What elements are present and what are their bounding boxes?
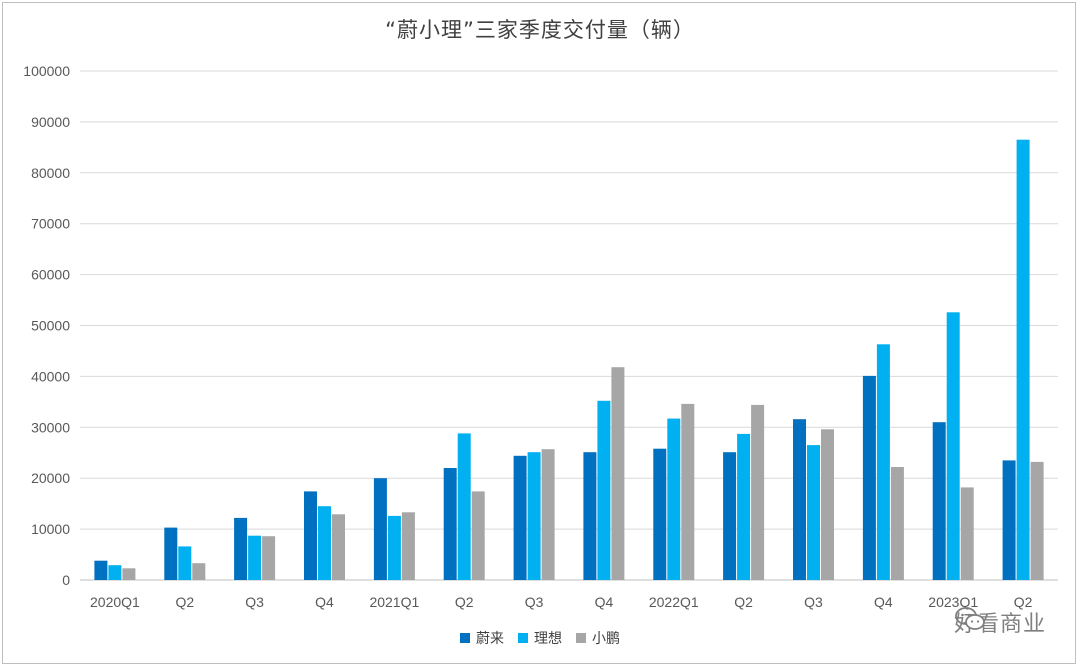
bar-小鹏-4 [401, 512, 415, 580]
bar-小鹏-10 [821, 429, 834, 580]
wechat-icon [955, 607, 985, 630]
bar-蔚来-2 [234, 517, 248, 580]
y-tick-label: 50000 [31, 318, 70, 334]
bar-蔚来-10 [793, 419, 806, 580]
x-tick-label: Q2 [1014, 594, 1033, 610]
bar-蔚来-11 [862, 375, 876, 580]
bar-理想-4 [387, 515, 401, 580]
x-tick-label: Q3 [804, 594, 823, 610]
bar-小鹏-8 [681, 403, 695, 580]
x-tick-label: Q2 [734, 594, 753, 610]
chart-title: “蔚小理”三家季度交付量（辆） [385, 18, 695, 42]
legend-item: 蔚来 [460, 628, 504, 648]
x-tick-label: 2020Q1 [90, 594, 140, 610]
bar-蔚来-7 [583, 452, 597, 580]
bar-理想-3 [318, 506, 331, 580]
bar-蔚来-4 [373, 478, 387, 580]
y-tick-label: 70000 [31, 216, 70, 232]
bar-理想-6 [527, 452, 541, 580]
bar-蔚来-6 [513, 455, 527, 580]
legend-item: 小鹏 [576, 628, 620, 648]
legend-item: 理想 [518, 628, 562, 648]
bar-小鹏-3 [332, 514, 345, 580]
bar-蔚来-0 [94, 560, 108, 580]
legend-swatch [518, 633, 528, 643]
y-tick-label: 10000 [31, 521, 70, 537]
x-tick-label: Q4 [874, 594, 893, 610]
y-tick-label: 30000 [31, 419, 70, 435]
bar-小鹏-9 [751, 404, 765, 580]
x-tick-label: 2023Q1 [928, 594, 978, 610]
bar-小鹏-7 [611, 367, 625, 580]
bar-蔚来-1 [164, 527, 178, 580]
bar-小鹏-2 [262, 536, 276, 580]
bar-理想-1 [178, 546, 192, 580]
bar-理想-13 [1016, 139, 1030, 580]
legend: 蔚来 理想 小鹏 [0, 628, 1080, 648]
y-tick-label: 90000 [31, 114, 70, 130]
bar-理想-7 [597, 400, 611, 580]
bar-蔚来-12 [932, 422, 946, 580]
y-tick-label: 60000 [31, 267, 70, 283]
y-tick-label: 0 [62, 572, 70, 588]
y-tick-label: 40000 [31, 368, 70, 384]
bar-理想-9 [737, 433, 751, 580]
bar-理想-2 [248, 535, 262, 580]
bar-理想-0 [108, 565, 122, 580]
bar-小鹏-13 [1030, 461, 1044, 580]
x-tick-label: 2022Q1 [649, 594, 699, 610]
bar-理想-12 [946, 312, 960, 580]
bar-理想-5 [457, 433, 471, 580]
x-tick-label: 2021Q1 [369, 594, 419, 610]
bar-小鹏-6 [541, 449, 555, 580]
bar-理想-10 [807, 445, 820, 580]
y-tick-label: 100000 [23, 63, 70, 79]
legend-label: 理想 [534, 631, 562, 647]
x-tick-label: Q3 [245, 594, 264, 610]
bar-小鹏-5 [471, 491, 485, 580]
bar-蔚来-3 [304, 491, 317, 580]
bar-蔚来-9 [723, 452, 737, 580]
bar-理想-8 [667, 418, 681, 580]
legend-swatch [460, 633, 470, 643]
bar-蔚来-13 [1002, 460, 1016, 580]
bar-小鹏-0 [122, 568, 136, 580]
legend-label: 小鹏 [592, 631, 620, 647]
bar-理想-11 [876, 344, 890, 580]
bar-小鹏-11 [890, 467, 904, 580]
bar-小鹏-12 [960, 487, 974, 580]
legend-label: 蔚来 [476, 631, 504, 647]
x-tick-label: Q4 [315, 594, 334, 610]
bar-蔚来-5 [443, 468, 457, 580]
bar-蔚来-8 [653, 448, 667, 580]
y-tick-label: 20000 [31, 470, 70, 486]
legend-swatch [576, 633, 586, 643]
x-tick-label: Q2 [455, 594, 474, 610]
x-tick-label: Q4 [595, 594, 614, 610]
y-tick-label: 80000 [31, 165, 70, 181]
x-tick-label: Q3 [525, 594, 544, 610]
x-tick-label: Q2 [175, 594, 194, 610]
watermark: 好看商业 [954, 606, 1046, 638]
bar-小鹏-1 [192, 563, 206, 580]
